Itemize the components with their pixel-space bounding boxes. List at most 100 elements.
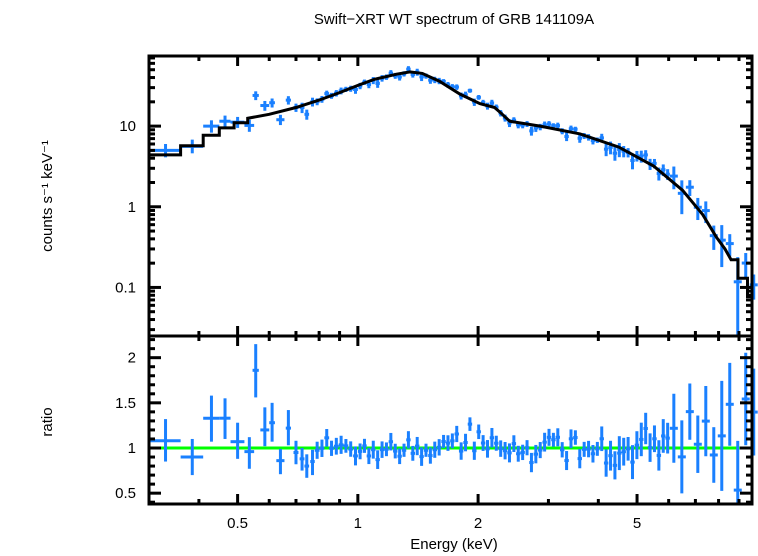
ratio-point — [511, 435, 517, 452]
ratio-point — [406, 431, 411, 449]
ratio-point — [577, 448, 582, 469]
ratio-point — [244, 437, 255, 469]
ratio-point — [384, 442, 389, 457]
ratio-point — [362, 438, 367, 453]
ratio-point — [269, 402, 275, 442]
ratio-point — [333, 437, 339, 455]
ratio-point — [314, 441, 320, 459]
ratio-point — [590, 444, 596, 463]
ratio-point — [357, 443, 363, 460]
ratio-point — [595, 441, 600, 456]
spectrum-model-series — [149, 70, 752, 299]
ratio-axes: 0.5 1 1.5 2 — [115, 334, 754, 506]
chart-title: Swift−XRT WT spectrum of GRB 141109A — [314, 11, 594, 28]
ratio-point — [656, 440, 662, 471]
data-point — [725, 234, 734, 257]
ratio-point — [524, 440, 530, 456]
ratio-point — [494, 435, 499, 451]
data-point — [375, 79, 380, 88]
ratio-point — [507, 443, 512, 463]
x-tick-label: 2 — [474, 515, 482, 532]
ratio-point — [299, 448, 305, 471]
data-point — [260, 100, 270, 111]
ratio-point — [669, 393, 678, 463]
ratio-point — [693, 415, 702, 473]
ratio-point — [603, 449, 609, 477]
ratio-point — [717, 380, 726, 491]
ratio-point — [516, 445, 521, 462]
ratio-point — [432, 441, 437, 458]
ratio-point — [538, 442, 543, 459]
ratio-point — [419, 447, 424, 466]
ratio-panel: 0.5 1 1.5 2 ratio — [39, 334, 758, 506]
spectrum-data-series — [149, 66, 758, 336]
y-tick-label: 10 — [119, 118, 136, 135]
ratio-point — [310, 449, 315, 476]
ratio-point — [608, 440, 613, 471]
ratio-point — [573, 430, 578, 445]
ratio-point — [329, 440, 334, 456]
data-point — [685, 180, 694, 197]
ratio-point — [393, 443, 398, 459]
spectrum-axes: 0.1 1 10 — [115, 54, 754, 338]
ratio-point — [379, 441, 385, 458]
ratio-point — [489, 427, 495, 448]
ratio-point — [397, 448, 402, 465]
ratio-point — [634, 431, 640, 460]
ratio-point — [285, 410, 291, 446]
ratio-point — [520, 444, 525, 461]
data-point — [577, 134, 582, 143]
ratio-point — [498, 440, 503, 457]
ratio-point — [733, 440, 742, 504]
ratio-point — [401, 443, 407, 457]
data-point — [285, 96, 291, 105]
model-curve — [149, 70, 752, 299]
ratio-point — [371, 440, 376, 459]
ratio-point — [441, 434, 446, 449]
ratio-point — [560, 442, 565, 458]
data-point — [555, 122, 561, 129]
ratio-point — [423, 443, 429, 457]
data-point — [304, 109, 310, 120]
ratio-point — [677, 420, 686, 494]
data-point — [244, 119, 255, 132]
ratio-point — [467, 417, 473, 431]
ratio-point — [410, 445, 416, 461]
ratio-point — [542, 432, 547, 452]
ratio-point — [685, 383, 694, 440]
data-point — [203, 120, 220, 133]
ratio-point — [741, 352, 750, 446]
ratio-point — [568, 429, 574, 449]
ratio-point — [230, 422, 245, 459]
data-point — [529, 126, 534, 136]
ratio-point — [293, 440, 299, 465]
ratio-point — [445, 435, 451, 451]
ratio-point — [709, 427, 718, 483]
ratio-point — [661, 419, 666, 453]
ratio-point — [621, 437, 626, 466]
ratio-point — [476, 424, 481, 440]
ratio-point — [564, 451, 569, 471]
ratio-point — [586, 440, 591, 458]
ratio-point — [546, 428, 552, 446]
ratio-point — [454, 425, 459, 443]
ratio-point — [472, 441, 477, 460]
ratio-point — [338, 435, 344, 454]
ratio-point — [436, 439, 442, 456]
data-point — [564, 132, 569, 142]
y-tick-label: 2 — [128, 350, 136, 367]
ratio-point — [502, 441, 508, 460]
ratio-point — [375, 450, 380, 469]
y-tick-label: 1.5 — [115, 395, 136, 412]
ratio-point — [630, 445, 635, 480]
ratio-point — [599, 426, 604, 452]
spectrum-y-axis-label: counts s⁻¹ keV⁻¹ — [39, 140, 56, 252]
ratio-point — [276, 448, 285, 475]
ratio-point — [551, 432, 556, 447]
ratio-point — [252, 344, 259, 398]
x-tick-label: 0.5 — [227, 515, 248, 532]
ratio-point — [617, 436, 622, 471]
data-point — [546, 121, 552, 128]
ratio-point — [647, 433, 653, 462]
ratio-point — [343, 438, 349, 453]
